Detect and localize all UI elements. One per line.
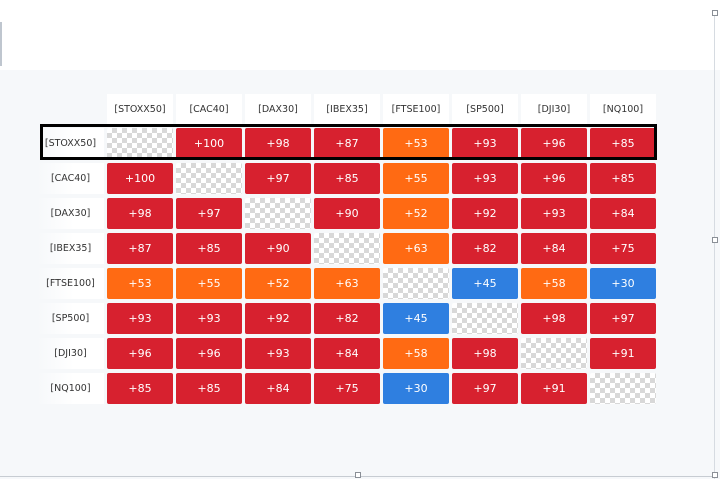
- matrix-cell[interactable]: +98: [452, 338, 518, 369]
- matrix-cell[interactable]: +85: [590, 128, 656, 159]
- frame-border-right: [714, 14, 715, 479]
- matrix-cell[interactable]: +91: [521, 373, 587, 404]
- matrix-cell[interactable]: +75: [314, 373, 380, 404]
- resize-handle-bottom-right[interactable]: [712, 472, 718, 478]
- matrix-cell[interactable]: +45: [452, 268, 518, 299]
- matrix-cell[interactable]: +90: [245, 233, 311, 264]
- matrix-cell[interactable]: +63: [383, 233, 449, 264]
- matrix-cell[interactable]: +98: [245, 128, 311, 159]
- row-label: [IBEX35]: [37, 233, 104, 264]
- matrix-cell[interactable]: +58: [521, 268, 587, 299]
- matrix-cell-diagonal[interactable]: [452, 303, 518, 334]
- matrix-cell-diagonal[interactable]: [107, 128, 173, 159]
- matrix-cell[interactable]: +55: [383, 163, 449, 194]
- matrix-cell[interactable]: +53: [107, 268, 173, 299]
- matrix-cell[interactable]: +84: [245, 373, 311, 404]
- top-blank-area: [0, 0, 720, 70]
- matrix-cell[interactable]: +96: [107, 338, 173, 369]
- matrix-cell[interactable]: +100: [176, 128, 242, 159]
- matrix-cell[interactable]: +93: [521, 198, 587, 229]
- matrix-cell[interactable]: +45: [383, 303, 449, 334]
- column-header: [DJI30]: [521, 94, 587, 124]
- matrix-cell[interactable]: +93: [452, 163, 518, 194]
- matrix-cell[interactable]: +85: [176, 233, 242, 264]
- matrix-cell-diagonal[interactable]: [521, 338, 587, 369]
- column-header: [NQ100]: [590, 94, 656, 124]
- row-label: [DJI30]: [37, 338, 104, 369]
- matrix-cell[interactable]: +84: [590, 198, 656, 229]
- resize-handle-bottom[interactable]: [355, 472, 361, 478]
- matrix-cell-diagonal[interactable]: [314, 233, 380, 264]
- resize-handle-right[interactable]: [712, 237, 718, 243]
- matrix-cell[interactable]: +96: [521, 163, 587, 194]
- matrix-cell[interactable]: +91: [590, 338, 656, 369]
- matrix-cell[interactable]: +52: [383, 198, 449, 229]
- matrix-cell[interactable]: +92: [245, 303, 311, 334]
- matrix-cell[interactable]: +53: [383, 128, 449, 159]
- matrix-cell[interactable]: +58: [383, 338, 449, 369]
- row-label: [SP500]: [37, 303, 104, 334]
- matrix-cell[interactable]: +97: [590, 303, 656, 334]
- matrix-cell[interactable]: +82: [452, 233, 518, 264]
- column-header: [STOXX50]: [107, 94, 173, 124]
- matrix-cell[interactable]: +85: [314, 163, 380, 194]
- matrix-cell[interactable]: +96: [176, 338, 242, 369]
- matrix-cell[interactable]: +98: [521, 303, 587, 334]
- row-label: [CAC40]: [37, 163, 104, 194]
- matrix-cell[interactable]: +90: [314, 198, 380, 229]
- matrix-cell[interactable]: +87: [107, 233, 173, 264]
- matrix-cell-diagonal[interactable]: [383, 268, 449, 299]
- row-label: [DAX30]: [37, 198, 104, 229]
- column-header: [FTSE100]: [383, 94, 449, 124]
- row-label: [NQ100]: [37, 373, 104, 404]
- matrix-cell-diagonal[interactable]: [590, 373, 656, 404]
- row-label: [STOXX50]: [37, 128, 104, 159]
- matrix-cell[interactable]: +97: [245, 163, 311, 194]
- matrix-cell-diagonal[interactable]: [176, 163, 242, 194]
- matrix-cell[interactable]: +85: [176, 373, 242, 404]
- matrix-cell[interactable]: +87: [314, 128, 380, 159]
- matrix-cell[interactable]: +93: [245, 338, 311, 369]
- matrix-cell[interactable]: +75: [590, 233, 656, 264]
- column-header: [CAC40]: [176, 94, 242, 124]
- correlation-matrix: [STOXX50] [CAC40] [DAX30] [IBEX35] [FTSE100]…: [37, 94, 656, 404]
- matrix-cell[interactable]: +93: [176, 303, 242, 334]
- matrix-cell[interactable]: +85: [107, 373, 173, 404]
- row-label: [FTSE100]: [37, 268, 104, 299]
- matrix-cell[interactable]: +93: [452, 128, 518, 159]
- matrix-cell[interactable]: +52: [245, 268, 311, 299]
- matrix-cell[interactable]: +85: [590, 163, 656, 194]
- matrix-cell[interactable]: +97: [452, 373, 518, 404]
- matrix-cell[interactable]: +97: [176, 198, 242, 229]
- column-header: [IBEX35]: [314, 94, 380, 124]
- column-header: [DAX30]: [245, 94, 311, 124]
- matrix-cell[interactable]: +84: [314, 338, 380, 369]
- matrix-cell[interactable]: +93: [107, 303, 173, 334]
- matrix-cell[interactable]: +98: [107, 198, 173, 229]
- resize-handle-top-right[interactable]: [712, 10, 718, 16]
- matrix-cell[interactable]: +30: [590, 268, 656, 299]
- matrix-cell[interactable]: +100: [107, 163, 173, 194]
- matrix-cell[interactable]: +96: [521, 128, 587, 159]
- matrix-cell[interactable]: +92: [452, 198, 518, 229]
- matrix-cell[interactable]: +55: [176, 268, 242, 299]
- matrix-cell[interactable]: +82: [314, 303, 380, 334]
- matrix-cell-diagonal[interactable]: [245, 198, 311, 229]
- matrix-cell[interactable]: +63: [314, 268, 380, 299]
- matrix-cell[interactable]: +30: [383, 373, 449, 404]
- left-edge-marker: [0, 22, 2, 66]
- column-header: [SP500]: [452, 94, 518, 124]
- matrix-corner: [37, 94, 104, 124]
- matrix-cell[interactable]: +84: [521, 233, 587, 264]
